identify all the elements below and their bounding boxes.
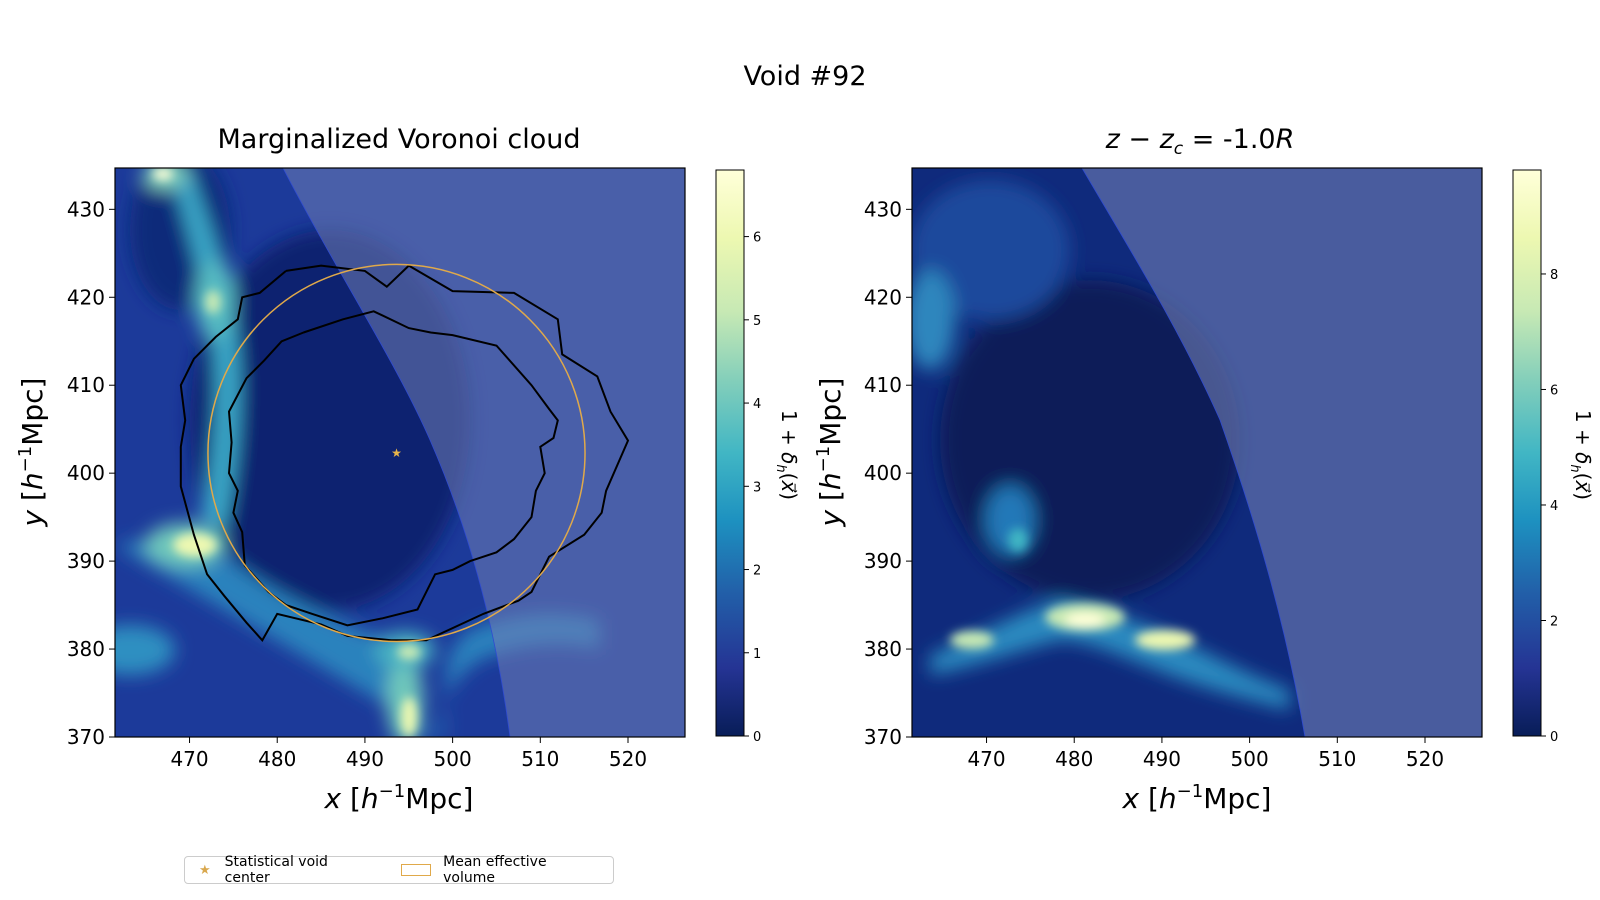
right-colorbar-tick-label: 8	[1550, 268, 1558, 283]
right-ytick-label: 430	[864, 197, 902, 221]
right-xtick-label: 520	[1406, 747, 1444, 771]
right-ytick-label: 390	[864, 549, 902, 573]
left-colorbar-ticks: 0 1 2 3 4 5 6	[744, 231, 761, 745]
rectangle-icon	[401, 864, 432, 876]
star-icon: ★	[199, 862, 211, 878]
right-ytick-label: 370	[864, 725, 902, 749]
left-plot-frame	[114, 167, 686, 738]
left-colorbar-tick-label: 4	[753, 397, 761, 412]
right-panel: z − zc = -1.0R 470 480 490 500 510 5203703803…	[813, 124, 1595, 815]
left-xlabel: x [h−1Mpc]	[324, 781, 474, 815]
left-xtick-label: 500	[434, 747, 472, 771]
right-colorbar-tick-label: 4	[1550, 499, 1558, 514]
right-colorbar-ticks: 0 2 4 6 8	[1541, 268, 1558, 745]
left-colorbar-tick-label: 0	[753, 730, 761, 745]
right-colorbar-label: 1 + δh(x⃗)	[1567, 410, 1595, 500]
left-density-map	[115, 168, 685, 737]
left-xtick-label: 520	[609, 747, 647, 771]
legend-item-volume: Mean effective volume	[401, 854, 601, 886]
right-panel-title: z − zc = -1.0R	[1105, 124, 1295, 159]
left-colorbar-tick-label: 2	[753, 564, 761, 579]
left-xtick-label: 470	[170, 747, 208, 771]
left-ytick-label: 390	[67, 549, 105, 573]
left-overlays: ★	[179, 263, 630, 643]
right-xtick-label: 470	[967, 747, 1005, 771]
right-xtick-label: 490	[1143, 747, 1181, 771]
left-axis-ticks: 470 480 490 500 510 520 370 380 390 400 410 420 430	[67, 197, 647, 771]
left-colorbar-tick-label: 5	[753, 314, 761, 329]
statistical-void-center-star: ★	[391, 446, 402, 460]
left-colorbar-label: 1 + δh(x⃗)	[773, 410, 801, 500]
left-colorbar	[715, 169, 745, 737]
left-ytick-label: 420	[67, 285, 105, 309]
right-xtick-label: 510	[1318, 747, 1356, 771]
right-density-map	[912, 168, 1482, 737]
left-panel-title: Marginalized Voronoi cloud	[217, 124, 580, 155]
right-ytick-label: 410	[864, 373, 902, 397]
right-colorbar-tick-label: 0	[1550, 730, 1558, 745]
figure-suptitle: Void #92	[743, 61, 866, 92]
legend-item-center: ★ Statistical void center	[199, 854, 375, 886]
right-light-cone-boundary	[1081, 168, 1306, 737]
left-ylabel: y [h−1Mpc]	[15, 378, 49, 528]
right-colorbar-tick-label: 6	[1550, 383, 1558, 398]
left-panel: Marginalized Voronoi cloud	[15, 124, 801, 815]
left-xtick-label: 510	[521, 747, 559, 771]
legend-volume-label: Mean effective volume	[443, 854, 547, 886]
right-ytick-label: 420	[864, 285, 902, 309]
right-ylabel: y [h−1Mpc]	[813, 378, 847, 528]
right-ytick-label: 380	[864, 637, 902, 661]
right-colorbar	[1512, 169, 1542, 737]
left-xtick-label: 490	[346, 747, 384, 771]
left-xtick-label: 480	[258, 747, 296, 771]
right-ytick-label: 400	[864, 461, 902, 485]
left-ytick-label: 400	[67, 461, 105, 485]
right-xtick-label: 500	[1231, 747, 1269, 771]
right-colorbar-tick-label: 2	[1550, 614, 1558, 629]
left-light-cone-boundary	[282, 168, 511, 737]
legend: ★ Statistical void center Mean effective…	[184, 854, 614, 886]
mean-effective-volume-circle	[207, 263, 586, 643]
left-ytick-label: 430	[67, 197, 105, 221]
left-ytick-label: 410	[67, 373, 105, 397]
right-xtick-label: 480	[1055, 747, 1093, 771]
inner-density-contour	[227, 310, 559, 627]
right-plot-frame	[911, 167, 1483, 738]
left-ytick-label: 370	[67, 725, 105, 749]
outer-density-contour	[179, 264, 630, 643]
right-axis-ticks: 470 480 490 500 510 520 370 380 390 400 410 420 430	[864, 197, 1444, 771]
left-colorbar-tick-label: 3	[753, 480, 761, 495]
left-colorbar-tick-label: 6	[753, 231, 761, 246]
legend-center-label: Statistical void center	[224, 854, 328, 886]
right-xlabel: x [h−1Mpc]	[1122, 781, 1272, 815]
left-colorbar-tick-label: 1	[753, 647, 761, 662]
left-ytick-label: 380	[67, 637, 105, 661]
